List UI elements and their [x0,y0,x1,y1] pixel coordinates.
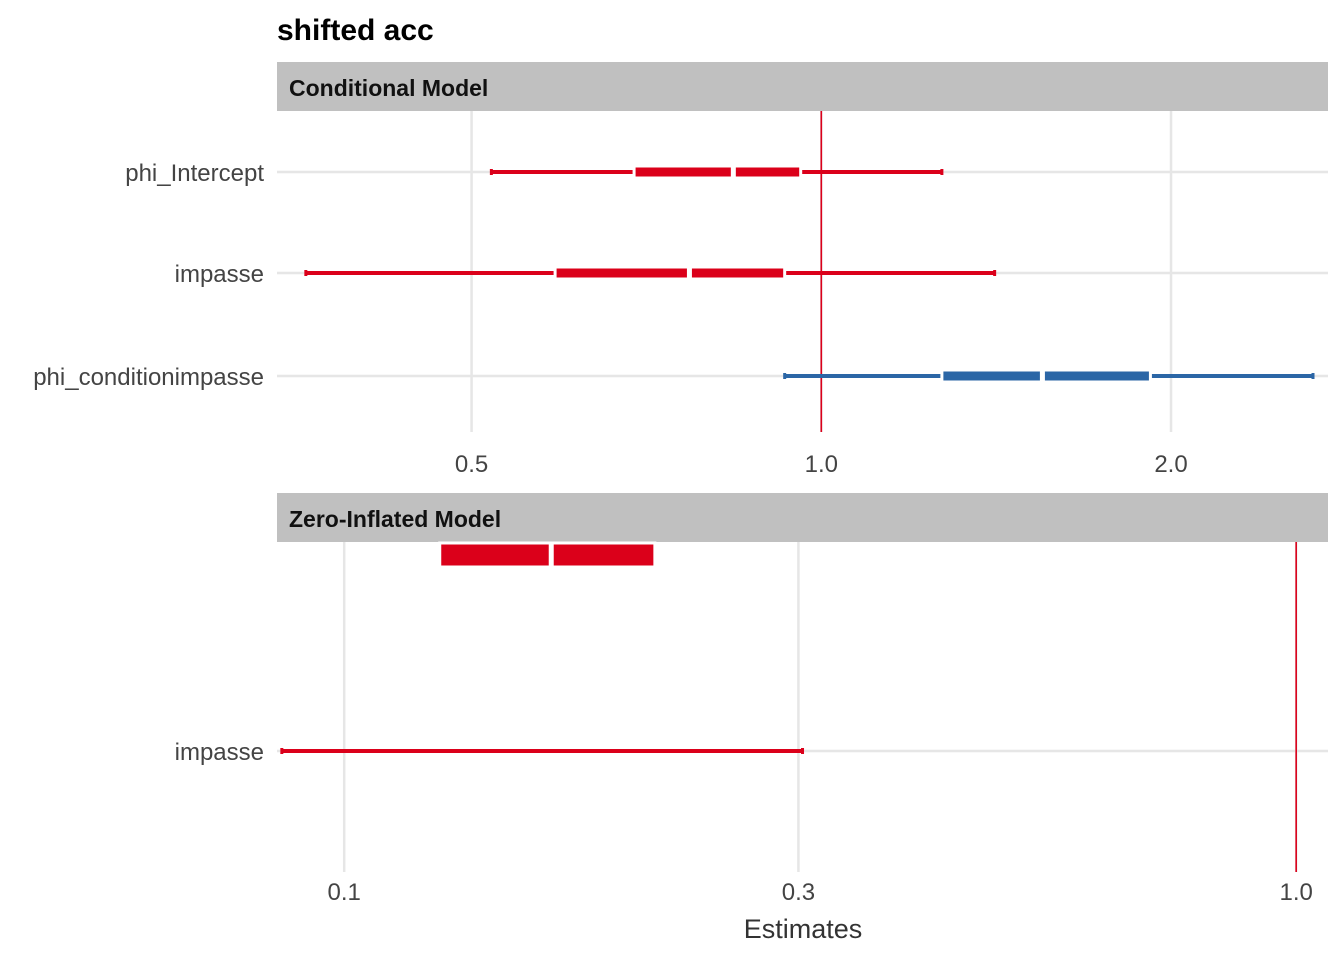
y-axis-labels: impasse [175,739,264,766]
y-tick-label: phi_Intercept [125,160,264,187]
strip-conditional-model [277,62,1328,111]
x-axis-labels: 0.5 1.0 2.0 [455,451,1188,478]
panel-marks [280,541,1297,872]
panel-conditional-model: Conditional Model phi_Interceptimpasseph… [33,62,1328,478]
x-tick-label: 0.3 [782,879,815,906]
x-tick-label: 1.0 [805,451,838,478]
y-tick-label: impasse [175,261,264,288]
plot-title: shifted acc [277,14,434,47]
strip-zero-inflated-model [277,493,1328,542]
y-tick-label: phi_conditionimpasse [33,364,264,391]
estimate-impasse [280,541,805,754]
inner-interval [438,541,657,569]
x-axis-title: Estimates [744,914,863,944]
x-tick-label: 2.0 [1154,451,1187,478]
x-axis-labels: 0.1 0.3 1.0 [328,879,1313,906]
estimate-impasse [304,265,997,281]
x-tick-label: 1.0 [1279,879,1312,906]
panel-grid [277,542,1328,872]
inner-interval [940,368,1152,384]
strip-label-zero-inflated-model: Zero-Inflated Model [289,506,501,532]
y-tick-label: impasse [175,739,264,766]
panel-zero-inflated-model: Zero-Inflated Model impasse 0.1 0.3 1.0 [175,493,1328,906]
inner-interval [553,265,787,281]
estimate-phi_Intercept [489,164,944,180]
x-tick-label: 0.5 [455,451,488,478]
strip-label-conditional-model: Conditional Model [289,75,488,101]
inner-interval [632,164,803,180]
x-tick-label: 0.1 [328,879,361,906]
panel-marks [304,111,1315,432]
estimate-phi_conditionimpasse [783,368,1315,384]
